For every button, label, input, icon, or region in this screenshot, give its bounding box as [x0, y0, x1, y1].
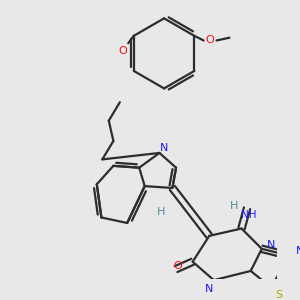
Text: S: S — [275, 290, 282, 300]
Text: N: N — [160, 143, 168, 153]
Text: H: H — [230, 201, 238, 212]
Text: O: O — [118, 46, 127, 56]
Text: N: N — [205, 284, 213, 294]
Text: H: H — [157, 207, 166, 217]
Text: O: O — [173, 261, 182, 271]
Text: NH: NH — [241, 210, 256, 220]
Text: N: N — [267, 240, 275, 250]
Text: O: O — [206, 35, 214, 46]
Text: N: N — [296, 246, 300, 256]
